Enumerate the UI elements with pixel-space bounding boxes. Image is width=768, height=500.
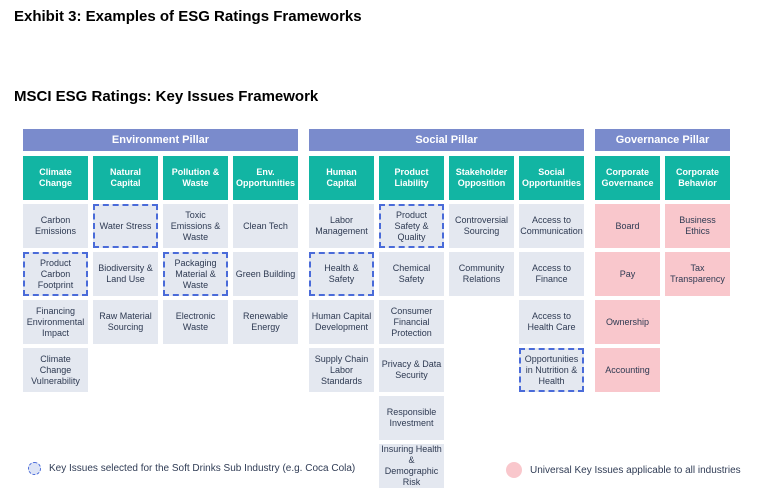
key-issue-controversial-sourcing: Controversial Sourcing (449, 204, 514, 248)
key-issue-biodiversity-land-use: Biodiversity & Land Use (93, 252, 158, 296)
key-issue-supply-chain-labor-standards: Supply Chain Labor Standards (309, 348, 374, 392)
key-issue-carbon-emissions: Carbon Emissions (23, 204, 88, 248)
legend-universal: Universal Key Issues applicable to all i… (506, 462, 741, 478)
column-header-product-liability: Product Liability (379, 156, 444, 200)
key-issue-product-carbon-footprint: Product Carbon Footprint (23, 252, 88, 296)
column-product-liability: Product Liability Product Safety & Qualit… (379, 156, 444, 488)
governance-pillar-header: Governance Pillar (595, 129, 730, 151)
column-stakeholder-opposition: Stakeholder Opposition Controversial Sour… (449, 156, 514, 488)
column-env-opportunities: Env. Opportunities Clean Tech Green Buildi… (233, 156, 298, 392)
key-issue-insuring-health-demographic-risk: Insuring Health & Demographic Risk (379, 444, 444, 488)
governance-columns: Corporate Governance Board Pay Ownership Acc… (595, 156, 730, 392)
pillar-social: Social Pillar Human Capital Labor Manageme… (309, 129, 584, 488)
framework-subtitle: MSCI ESG Ratings: Key Issues Framework (14, 88, 319, 105)
column-header-corporate-behavior: Corporate Behavior (665, 156, 730, 200)
key-issue-water-stress: Water Stress (93, 204, 158, 248)
legend-universal-label: Universal Key Issues applicable to all i… (530, 464, 741, 476)
key-issue-access-to-finance: Access to Finance (519, 252, 584, 296)
key-issue-electronic-waste: Electronic Waste (163, 300, 228, 344)
key-issue-board: Board (595, 204, 660, 248)
key-issue-raw-material-sourcing: Raw Material Sourcing (93, 300, 158, 344)
key-issue-financing-environmental-impact: Financing Environmental Impact (23, 300, 88, 344)
column-header-stakeholder-opposition: Stakeholder Opposition (449, 156, 514, 200)
column-corporate-governance: Corporate Governance Board Pay Ownership Acc… (595, 156, 660, 392)
key-issue-access-to-health-care: Access to Health Care (519, 300, 584, 344)
key-issue-renewable-energy: Renewable Energy (233, 300, 298, 344)
dashed-circle-icon (28, 462, 41, 475)
key-issue-human-capital-development: Human Capital Development (309, 300, 374, 344)
key-issue-consumer-financial-protection: Consumer Financial Protection (379, 300, 444, 344)
framework: Environment Pillar Climate Change Carbon E… (23, 129, 730, 488)
key-issue-access-to-communication: Access to Communication (519, 204, 584, 248)
legend-selected: Key Issues selected for the Soft Drinks … (28, 462, 355, 475)
key-issue-community-relations: Community Relations (449, 252, 514, 296)
column-header-human-capital: Human Capital (309, 156, 374, 200)
column-header-pollution-waste: Pollution & Waste (163, 156, 228, 200)
column-climate-change: Climate Change Carbon Emissions Product Ca… (23, 156, 88, 392)
key-issue-product-safety-quality: Product Safety & Quality (379, 204, 444, 248)
column-header-natural-capital: Natural Capital (93, 156, 158, 200)
pink-circle-icon (506, 462, 522, 478)
environment-pillar-header: Environment Pillar (23, 129, 298, 151)
key-issue-climate-change-vulnerability: Climate Change Vulnerability (23, 348, 88, 392)
column-header-climate-change: Climate Change (23, 156, 88, 200)
legend-selected-label: Key Issues selected for the Soft Drinks … (49, 463, 356, 474)
column-pollution-waste: Pollution & Waste Toxic Emissions & Waste… (163, 156, 228, 392)
social-pillar-header: Social Pillar (309, 129, 584, 151)
key-issue-business-ethics: Business Ethics (665, 204, 730, 248)
key-issue-clean-tech: Clean Tech (233, 204, 298, 248)
key-issue-tax-transparency: Tax Transparency (665, 252, 730, 296)
key-issue-health-safety: Health & Safety (309, 252, 374, 296)
pillar-environment: Environment Pillar Climate Change Carbon E… (23, 129, 298, 488)
key-issue-chemical-safety: Chemical Safety (379, 252, 444, 296)
column-social-opportunities: Social Opportunities Access to Communicat… (519, 156, 584, 488)
key-issue-packaging-material-waste: Packaging Material & Waste (163, 252, 228, 296)
column-corporate-behavior: Corporate Behavior Business Ethics Tax Tra… (665, 156, 730, 392)
key-issue-pay: Pay (595, 252, 660, 296)
exhibit-title: Exhibit 3: Examples of ESG Ratings Frame… (14, 8, 362, 25)
column-header-social-opportunities: Social Opportunities (519, 156, 584, 200)
environment-columns: Climate Change Carbon Emissions Product Ca… (23, 156, 298, 392)
column-natural-capital: Natural Capital Water Stress Biodiversity … (93, 156, 158, 392)
key-issue-labor-management: Labor Management (309, 204, 374, 248)
key-issue-privacy-data-security: Privacy & Data Security (379, 348, 444, 392)
column-human-capital: Human Capital Labor Management Health & Sa… (309, 156, 374, 488)
key-issue-toxic-emissions-waste: Toxic Emissions & Waste (163, 204, 228, 248)
column-header-corporate-governance: Corporate Governance (595, 156, 660, 200)
column-header-env-opportunities: Env. Opportunities (233, 156, 298, 200)
key-issue-accounting: Accounting (595, 348, 660, 392)
key-issue-green-building: Green Building (233, 252, 298, 296)
social-columns: Human Capital Labor Management Health & Sa… (309, 156, 584, 488)
key-issue-opportunities-in-nutrition-health: Opportunities in Nutrition & Health (519, 348, 584, 392)
key-issue-ownership: Ownership (595, 300, 660, 344)
key-issue-responsible-investment: Responsible Investment (379, 396, 444, 440)
pillar-governance: Governance Pillar Corporate Governance Boa… (595, 129, 730, 488)
